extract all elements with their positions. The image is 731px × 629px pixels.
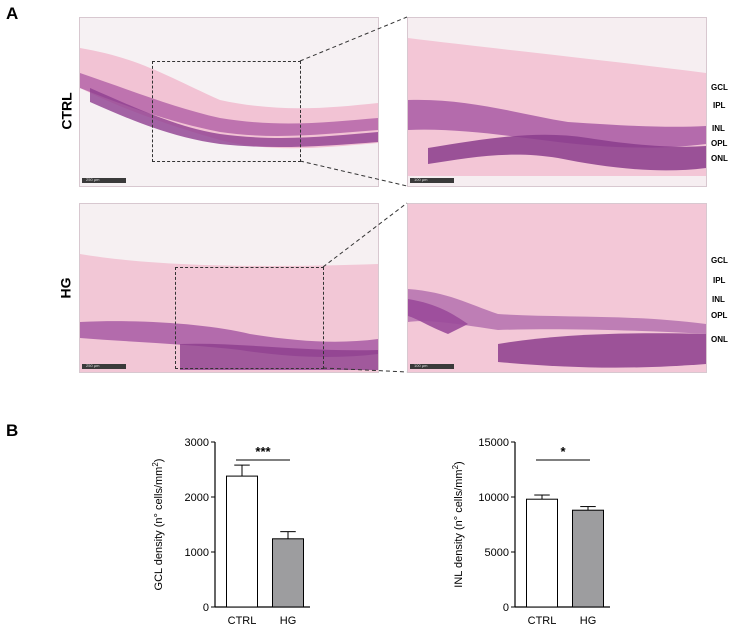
layer-label-opl: OPL [711,311,728,320]
layer-label-onl: ONL [711,154,728,163]
zoom-region-ctrl [152,61,301,162]
y-axis-label: GCL density (n° cells/mm2) [151,459,165,591]
y-tick-label: 2000 [185,492,209,504]
bar-hg [272,538,304,608]
significance-marker: *** [255,444,271,459]
y-tick-label: 15000 [478,437,509,449]
y-tick-label: 0 [503,602,509,614]
scale-bar: 100 µm [410,177,454,183]
zoom-region-hg [175,267,324,369]
gcl-density-chart: 0 1000 2000 3000 GCL density (n° cells/mm2) C… [151,437,310,627]
x-tick-label: CTRL [228,615,257,627]
x-tick-label: HG [280,615,297,627]
y-tick-label: 0 [203,602,209,614]
layer-label-ipl: IPL [713,276,726,285]
micrograph-hg-overview: 250 µm [79,203,379,373]
scale-bar: 100 µm [410,363,454,369]
bar-hg [572,509,604,608]
y-tick-label: 5000 [485,547,509,559]
layer-label-inl: INL [712,295,725,304]
layer-label-opl: OPL [711,139,728,148]
tissue-hg-zoom [408,204,706,372]
inl-density-chart: 0 5000 10000 15000 INL density (n° cells/mm2… [451,437,610,627]
bar-ctrl [526,498,558,608]
layer-label-onl: ONL [711,335,728,344]
micrograph-hg-zoom: 100 µm [407,203,707,373]
micrograph-ctrl-zoom: 100 µm [407,17,707,187]
bar-ctrl [226,475,258,608]
panel-label-b: B [6,421,19,440]
y-axis-label: INL density (n° cells/mm2) [451,461,465,587]
x-tick-label: HG [580,615,597,627]
zoom-connectors [299,16,408,373]
tissue-hg-overview [80,204,378,372]
panel-label-a: A [6,4,19,23]
y-tick-label: 3000 [185,437,209,449]
significance-marker: * [560,444,566,459]
tissue-ctrl-overview [80,18,378,186]
y-tick-label: 1000 [185,547,209,559]
layer-label-ipl: IPL [713,101,726,110]
x-tick-label: CTRL [528,615,557,627]
scale-bar: 250 µm [82,363,126,369]
layer-label-inl: INL [712,124,725,133]
layer-label-gcl: GCL [711,256,728,265]
scale-bar: 250 µm [82,177,126,183]
tissue-ctrl-zoom [408,18,706,186]
y-tick-label: 10000 [478,492,509,504]
micrograph-ctrl-overview: 250 µm [79,17,379,187]
layer-label-gcl: GCL [711,83,728,92]
